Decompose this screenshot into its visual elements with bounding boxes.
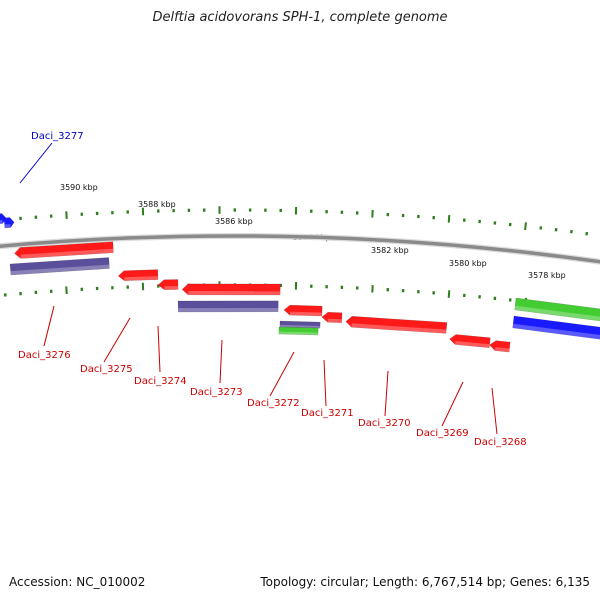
gene-label-daci-3270[interactable]: Daci_3270 — [358, 418, 411, 429]
backbone-layer — [0, 233, 600, 265]
leader-line-daci-3274 — [157, 325, 161, 373]
cds-block-daci-3273 — [177, 300, 279, 313]
leader-line-daci-3275 — [103, 317, 131, 363]
gene-arrow-blue — [512, 315, 600, 340]
gene-label-daci-3271[interactable]: Daci_3271 — [301, 408, 354, 419]
kbp-tick-label: 3588 kbp — [138, 200, 176, 209]
blue-arrow-b-highlight — [4, 224, 11, 228]
gene-arrow-daci-3269 — [449, 334, 491, 348]
misc-feature-green-small — [278, 326, 319, 336]
gene-arrow-daci-3270 — [345, 316, 448, 334]
misc-feature-green-small-highlight — [278, 331, 318, 335]
leader-line-daci-3268 — [491, 387, 498, 435]
blue-arrow-a-highlight — [0, 220, 3, 224]
gene-arrow-blue-highlight — [512, 323, 600, 340]
misc-feature-green-highlight — [514, 305, 600, 321]
leader-line-daci-3277 — [19, 142, 53, 184]
blue-arrow-b — [3, 217, 15, 229]
gene-arrow-daci-3271 — [321, 311, 343, 324]
kbp-tick-label: 3590 kbp — [60, 183, 98, 192]
outer-tick-mark — [447, 214, 451, 223]
gene-arrow-daci-3274 — [157, 279, 179, 291]
cds-block-daci-3272 — [279, 320, 321, 329]
gene-label-daci-3268[interactable]: Daci_3268 — [474, 437, 527, 448]
cds-block-daci-3273-highlight — [178, 308, 279, 312]
outer-tick-mark — [524, 222, 527, 231]
leader-line-daci-3271 — [323, 359, 327, 407]
label-layer: Daci_3277Daci_3276Daci_3275Daci_3274Daci… — [18, 131, 527, 448]
gene-arrow-daci-3271-highlight — [327, 318, 342, 323]
gene-label-daci-3276[interactable]: Daci_3276 — [18, 350, 71, 361]
gene-arrow-daci-3275-highlight — [124, 276, 158, 281]
gene-label-daci-3272[interactable]: Daci_3272 — [247, 398, 300, 409]
leader-line-daci-3273 — [219, 339, 223, 384]
genome-summary-text: Topology: circular; Length: 6,767,514 bp… — [260, 575, 590, 589]
inner-tick-mark — [447, 290, 451, 298]
leader-line-daci-3276 — [43, 305, 55, 347]
gene-arrow-daci-3272 — [283, 304, 323, 317]
leader-line-daci-3272 — [269, 351, 295, 397]
gene-arrow-daci-3269-highlight — [455, 341, 490, 348]
kbp-tick-label: 3578 kbp — [528, 271, 566, 280]
genome-backbone — [0, 234, 600, 264]
gene-arrow-daci-3272-highlight — [289, 311, 322, 316]
gene-arrow-daci-3274-highlight — [164, 286, 179, 290]
gene-label-daci-3274[interactable]: Daci_3274 — [134, 376, 187, 387]
kbp-tick-label: 3582 kbp — [371, 246, 409, 255]
gene-label-daci-3269[interactable]: Daci_3269 — [416, 428, 469, 439]
leader-line-daci-3269 — [441, 381, 464, 427]
gene-arrow-daci-3268 — [489, 340, 511, 353]
gene-label-daci-3275[interactable]: Daci_3275 — [80, 364, 133, 375]
kbp-tick-label: 3580 kbp — [449, 259, 487, 268]
gene-arrow-daci-3276 — [14, 241, 114, 259]
gene-arrow-daci-3276-highlight — [20, 248, 114, 259]
map-title: Delftia acidovorans SPH-1, complete geno… — [152, 10, 448, 25]
gene-label-daci-3277[interactable]: Daci_3277 — [31, 131, 84, 142]
gene-arrow-daci-3268-highlight — [494, 347, 510, 353]
cds-block-daci-3276-highlight — [10, 264, 110, 275]
gene-label-daci-3273[interactable]: Daci_3273 — [190, 387, 243, 398]
gene-arrow-daci-3270-highlight — [351, 323, 447, 334]
accession-text: Accession: NC_010002 — [9, 575, 146, 589]
cds-block-daci-3276 — [9, 257, 110, 276]
gene-arrow-daci-3273-highlight — [188, 291, 281, 295]
feature-layer — [0, 213, 600, 353]
gene-arrow-daci-3273 — [181, 283, 281, 296]
misc-feature-green — [514, 297, 600, 322]
leader-line-daci-3270 — [384, 370, 389, 417]
kbp-tick-label: 3586 kbp — [215, 217, 253, 226]
gene-arrow-daci-3275 — [117, 269, 159, 281]
cds-block-daci-3272-highlight — [279, 324, 321, 329]
